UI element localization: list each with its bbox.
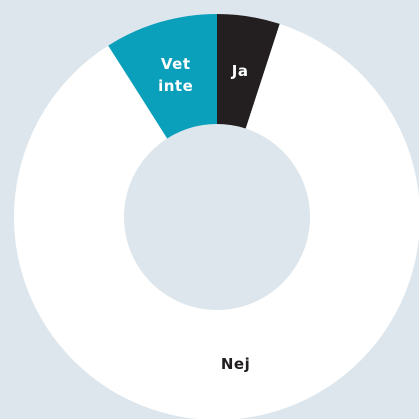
slice [217, 14, 280, 129]
slice-label: Nej [220, 354, 251, 373]
slice [108, 14, 217, 139]
slice [14, 23, 419, 419]
slice-label: Ja [231, 61, 249, 80]
slice-label: Vet inte [158, 54, 194, 95]
